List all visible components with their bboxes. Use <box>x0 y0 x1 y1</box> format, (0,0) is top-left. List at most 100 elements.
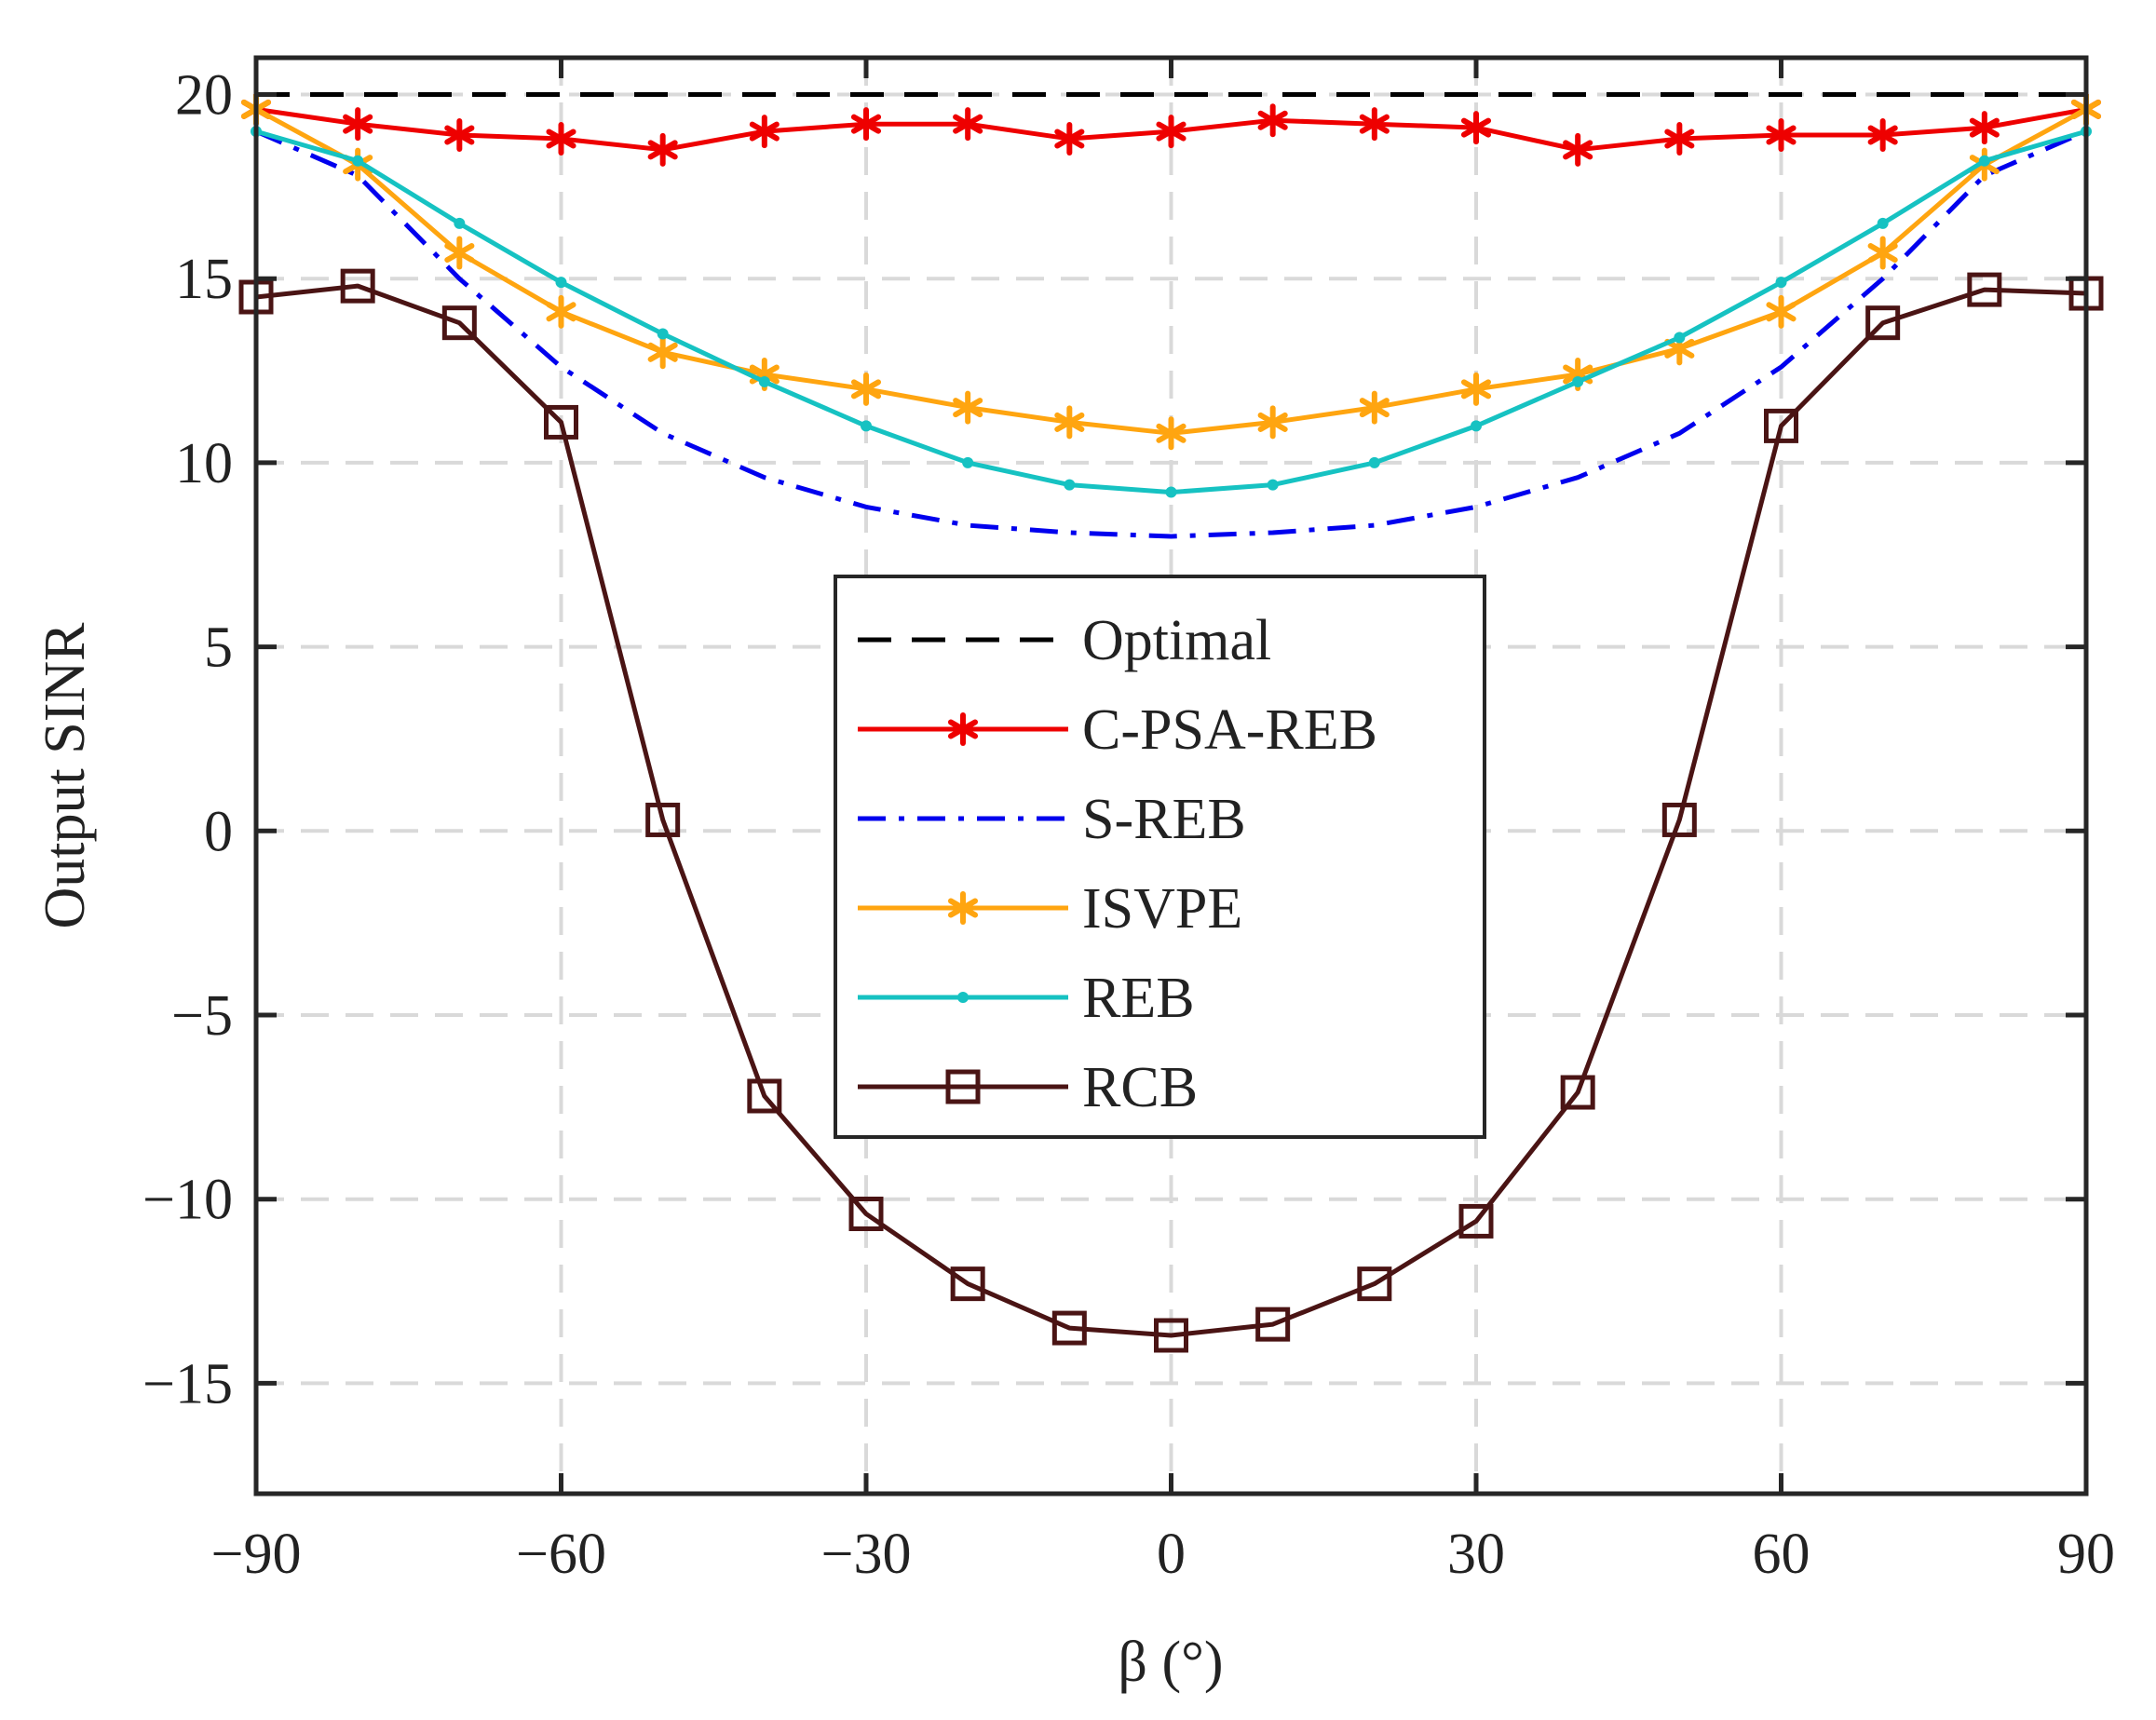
marker-stroke <box>953 114 983 134</box>
ticks <box>253 58 2089 1494</box>
series-s-reb <box>255 129 2087 539</box>
data-point-reb <box>962 456 974 468</box>
y-tick-label: 10 <box>175 432 233 495</box>
marker-stroke <box>444 125 475 145</box>
marker-stroke <box>1257 110 1288 130</box>
marker-stroke <box>1359 398 1390 418</box>
x-tick-label: 60 <box>1753 1523 1810 1586</box>
y-tick-label: 15 <box>175 248 233 311</box>
data-point-rcb <box>544 404 578 440</box>
marker-stroke <box>850 114 882 134</box>
data-point-reb <box>1267 479 1279 491</box>
marker-stroke <box>850 379 882 400</box>
marker-stroke <box>1257 412 1288 432</box>
marker-stroke <box>1054 412 1085 432</box>
marker-stroke <box>1867 243 1898 264</box>
data-point-rcb <box>1458 1203 1494 1239</box>
data-point-rcb <box>340 268 375 304</box>
data-point-reb <box>657 328 669 340</box>
data-point-reb <box>1471 420 1482 432</box>
legend-entry-reb: REB <box>858 967 1195 1030</box>
legend-entry-rcb: RCB <box>858 1056 1198 1119</box>
series-reb <box>251 126 2092 498</box>
data-point-reb <box>758 375 770 387</box>
data-point-reb <box>1165 486 1177 498</box>
marker-stroke <box>647 140 678 160</box>
y-axis-title: Output SINR <box>34 622 97 929</box>
x-tick-label: −30 <box>821 1523 912 1586</box>
x-tick-label: −60 <box>516 1523 606 1586</box>
data-point-rcb <box>441 305 477 341</box>
data-point-rcb <box>645 802 681 837</box>
legend-marker-rcb <box>945 1069 981 1104</box>
data-point-c-psa-reb <box>444 118 475 153</box>
legend-label-rcb: RCB <box>1082 1056 1198 1119</box>
data-point-reb <box>1877 217 1889 229</box>
data-point-isvpe <box>1054 405 1085 440</box>
data-point-reb <box>555 277 567 289</box>
y-tick-label: 5 <box>204 616 233 680</box>
marker-stroke <box>647 342 678 362</box>
marker-stroke <box>947 719 979 739</box>
marker-stroke <box>343 114 373 134</box>
legend-label-c-psa-reb: C-PSA-REB <box>1082 698 1377 762</box>
marker-stroke <box>1460 379 1492 400</box>
data-point-reb <box>1674 332 1686 344</box>
data-point-c-psa-reb <box>749 115 780 149</box>
y-tick-label: −15 <box>142 1352 233 1415</box>
data-point-rcb <box>848 1197 884 1232</box>
marker-stroke <box>1766 125 1797 145</box>
data-point-c-psa-reb <box>343 107 373 142</box>
marker-stroke <box>1563 364 1593 385</box>
legend-entry-s-reb: S-REB <box>858 788 1246 851</box>
data-point-rcb <box>1357 1266 1392 1302</box>
series-line-rcb <box>255 283 2087 1338</box>
marker-stroke <box>1664 129 1695 149</box>
data-point-c-psa-reb <box>1359 107 1390 142</box>
legend-label-isvpe: ISVPE <box>1082 877 1242 941</box>
legend-marker-c-psa-reb <box>947 712 979 746</box>
data-point-c-psa-reb <box>953 107 983 142</box>
y-tick-label: 20 <box>175 64 233 128</box>
data-point-rcb <box>1661 802 1697 837</box>
y-tick-label: −10 <box>142 1169 233 1232</box>
legend-box <box>834 575 1486 1139</box>
marker-stroke <box>1156 121 1186 142</box>
data-point-reb <box>352 155 364 167</box>
marker-stroke <box>1460 117 1492 138</box>
marker-stroke <box>1867 125 1898 145</box>
data-point-rcb <box>1865 305 1901 341</box>
legend-marker-reb <box>957 992 969 1003</box>
data-point-isvpe <box>953 390 983 425</box>
data-point-isvpe <box>1766 294 1797 329</box>
legend-marker-isvpe <box>947 891 979 925</box>
marker-stroke <box>1969 117 2000 138</box>
x-tick-label: −90 <box>211 1523 302 1586</box>
data-point-rcb <box>1967 272 2002 307</box>
legend: Optimal C-PSA-REB S-REB ISVPE REB RCB <box>834 575 1486 1139</box>
data-point-reb <box>1572 375 1584 387</box>
legend-entry-optimal: Optimal <box>858 609 1271 672</box>
data-point-isvpe <box>546 294 576 329</box>
data-point-reb <box>861 420 872 432</box>
marker-stroke <box>947 898 979 918</box>
x-tick-label: 30 <box>1447 1523 1505 1586</box>
data-point-c-psa-reb <box>546 121 576 156</box>
data-point-isvpe <box>1156 416 1186 451</box>
legend-entry-c-psa-reb: C-PSA-REB <box>858 698 1377 762</box>
series-line-s-reb <box>255 129 2087 539</box>
x-axis-title: β (°) <box>1118 1631 1223 1694</box>
data-point-isvpe <box>1257 405 1288 440</box>
tick-labels: −90 −60 −30 0 30 60 90 −15 −10 −5 0 5 10 15 20 <box>142 64 2115 1586</box>
data-point-isvpe <box>647 335 678 370</box>
y-tick-label: −5 <box>171 984 233 1048</box>
data-point-c-psa-reb <box>1054 121 1085 156</box>
data-point-c-psa-reb <box>1867 118 1898 153</box>
marker-stroke <box>1359 114 1390 134</box>
data-point-c-psa-reb <box>1460 111 1492 145</box>
data-point-c-psa-reb <box>1563 132 1593 167</box>
data-point-isvpe <box>850 372 882 406</box>
data-point-rcb <box>747 1078 782 1114</box>
data-point-rcb <box>1560 1075 1595 1110</box>
